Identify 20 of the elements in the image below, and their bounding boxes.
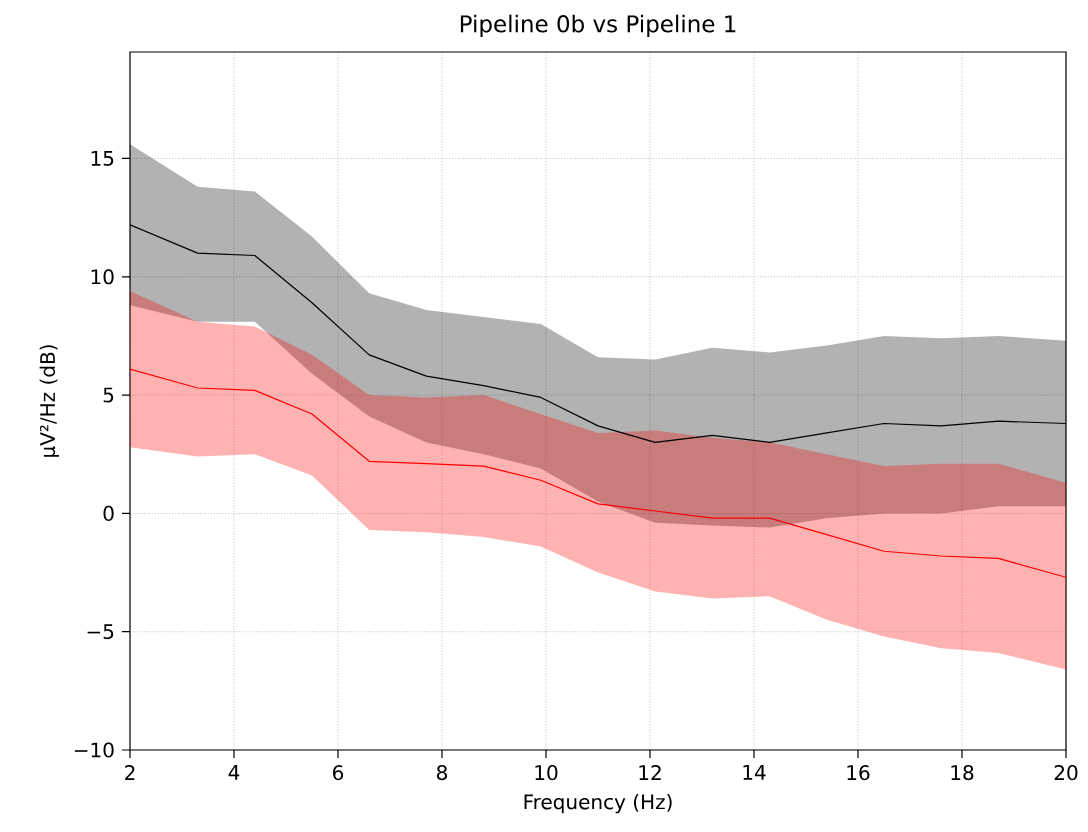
x-tick-label: 2	[125, 765, 135, 780]
x-tick-label: 8	[436, 765, 447, 781]
y-tick-label: 5	[103, 387, 114, 403]
x-tick-label: 12	[639, 765, 661, 780]
x-tick-label: 4	[228, 765, 240, 780]
x-tick-label: 20	[1054, 765, 1078, 781]
x-tick-label: 10	[535, 765, 558, 781]
x-tick-label: 6	[333, 765, 344, 781]
y-tick-label: 10	[91, 269, 114, 285]
y-tick-label: −10	[74, 742, 114, 758]
x-tick-label: 16	[847, 765, 870, 781]
chart-title: Pipeline 0b vs Pipeline 1	[460, 14, 736, 37]
x-axis-title: Frequency (Hz)	[524, 793, 672, 814]
y-tick-label: 0	[103, 505, 114, 521]
line-series	[130, 368, 1066, 578]
x-tick-label: 18	[951, 765, 974, 781]
x-tick-label: 14	[743, 765, 766, 780]
y-tick-label: 15	[91, 151, 114, 166]
y-tick-label: −5	[87, 624, 114, 640]
y-axis-title: μV²/Hz (dB)	[39, 345, 60, 457]
